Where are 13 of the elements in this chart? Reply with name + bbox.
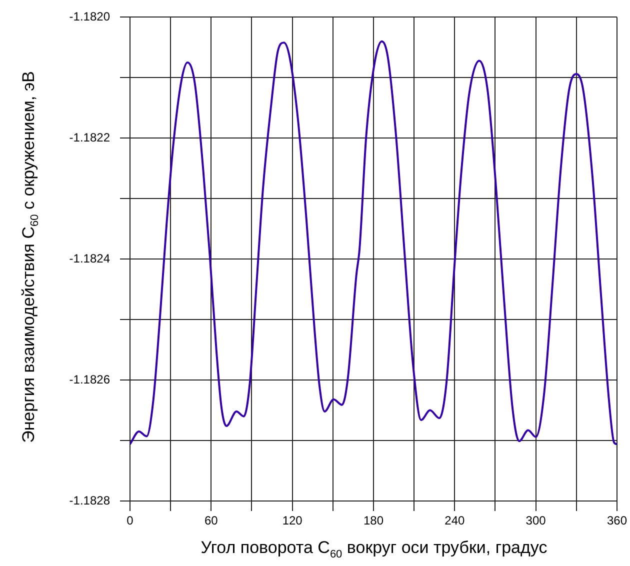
y-tick-label: -1.1820 xyxy=(69,10,110,24)
x-tick-label: 180 xyxy=(363,514,384,528)
x-tick-label: 360 xyxy=(606,514,628,528)
x-tick-label: 300 xyxy=(526,514,546,528)
x-tick-label: 120 xyxy=(282,514,303,528)
y-tick-label: -1.1826 xyxy=(69,372,110,386)
x-tick-label: 60 xyxy=(204,514,218,528)
y-tick-label: -1.1828 xyxy=(69,493,110,508)
x-tick-label: 240 xyxy=(444,514,465,528)
y-tick-label: -1.1822 xyxy=(69,130,110,144)
x-tick-label: 0 xyxy=(126,514,134,528)
x-axis-title: Угол поворота C$_{60}$ вокруг оси трубки, градус xyxy=(200,538,548,560)
y-tick-label: -1.1824 xyxy=(69,251,110,266)
